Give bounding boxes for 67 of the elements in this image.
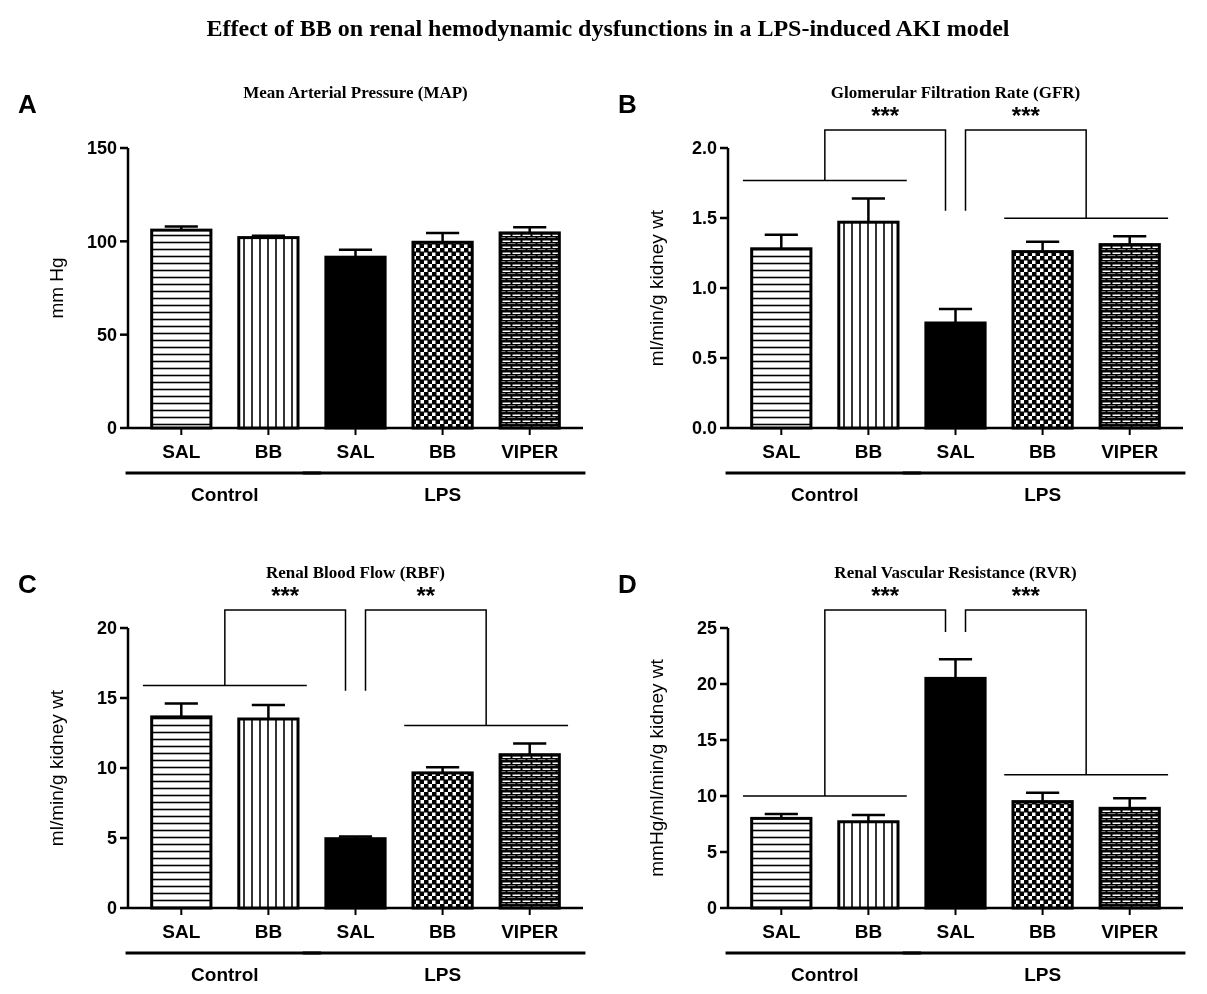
y-tick-label: 15 (96, 688, 117, 709)
text: *** (271, 582, 300, 609)
x-tick-label: BB (254, 441, 283, 462)
y-tick-label: 5 (706, 842, 717, 863)
y-tick-label: 50 (96, 324, 117, 345)
chart-title: Effect of BB on renal hemodynamic dysfunctions in a LPS-induced AKI model (206, 15, 1010, 41)
x-tick-label: VIPER (1101, 441, 1159, 462)
y-axis-title: mmHg/ml/min/g kidney wt (646, 658, 667, 877)
y-tick-label: 1.0 (691, 278, 717, 299)
y-axis-title: ml/min/g kidney wt (646, 209, 667, 367)
text: ** (416, 582, 436, 609)
text: LPS (424, 964, 462, 985)
y-tick-label: 20 (96, 618, 117, 639)
text: D (618, 569, 637, 599)
y-tick-label: 0.5 (691, 348, 717, 369)
x-tick-label: BB (428, 441, 457, 462)
chart-subtitle: Glomerular Filtration Rate (GFR) (830, 83, 1081, 102)
text: *** (1011, 102, 1041, 129)
y-tick-label: 20 (696, 674, 717, 695)
y-tick-label: 15 (696, 730, 717, 751)
y-tick-label: 0.0 (691, 418, 717, 439)
x-tick-label: BB (854, 921, 883, 942)
x-tick-label: SAL (762, 441, 801, 462)
x-tick-label: BB (428, 921, 457, 942)
text: Control (191, 484, 259, 505)
chart-subtitle: Mean Arterial Pressure (MAP) (243, 83, 468, 102)
text: Control (191, 964, 259, 985)
x-tick-label: BB (1028, 441, 1057, 462)
text: Control (791, 964, 859, 985)
x-tick-label: SAL (936, 441, 975, 462)
x-tick-label: BB (254, 921, 283, 942)
text: C (18, 569, 37, 599)
y-tick-label: 1.5 (691, 208, 717, 229)
text: *** (871, 102, 900, 129)
y-tick-label: 5 (106, 828, 117, 849)
x-tick-label: SAL (336, 921, 375, 942)
text: LPS (1024, 964, 1062, 985)
chart-subtitle: Renal Vascular Resistance (RVR) (834, 563, 1077, 582)
y-tick-label: 10 (96, 758, 117, 779)
text: *** (1011, 582, 1041, 609)
y-axis-title: mm Hg (46, 257, 67, 319)
y-tick-label: 0 (706, 898, 717, 919)
y-tick-label: 150 (86, 138, 117, 159)
x-tick-label: VIPER (1101, 921, 1159, 942)
x-tick-label: VIPER (501, 441, 559, 462)
chart-subtitle: Renal Blood Flow (RBF) (266, 563, 445, 582)
x-tick-label: SAL (762, 921, 801, 942)
text: B (618, 89, 637, 119)
x-tick-label: VIPER (501, 921, 559, 942)
x-tick-label: BB (854, 441, 883, 462)
y-tick-label: 0 (106, 418, 117, 439)
y-tick-label: 10 (696, 786, 717, 807)
text: *** (871, 582, 900, 609)
text: LPS (424, 484, 462, 505)
x-tick-label: BB (1028, 921, 1057, 942)
x-tick-label: SAL (162, 441, 201, 462)
y-axis-title: ml/min/g kidney wt (46, 689, 67, 847)
x-tick-label: SAL (162, 921, 201, 942)
x-tick-label: SAL (936, 921, 975, 942)
text: LPS (1024, 484, 1062, 505)
text: Control (791, 484, 859, 505)
x-tick-label: SAL (336, 441, 375, 462)
y-tick-label: 100 (86, 231, 117, 252)
y-tick-label: 2.0 (691, 138, 717, 159)
text: A (18, 89, 37, 119)
y-tick-label: 25 (696, 618, 717, 639)
y-tick-label: 0 (106, 898, 117, 919)
